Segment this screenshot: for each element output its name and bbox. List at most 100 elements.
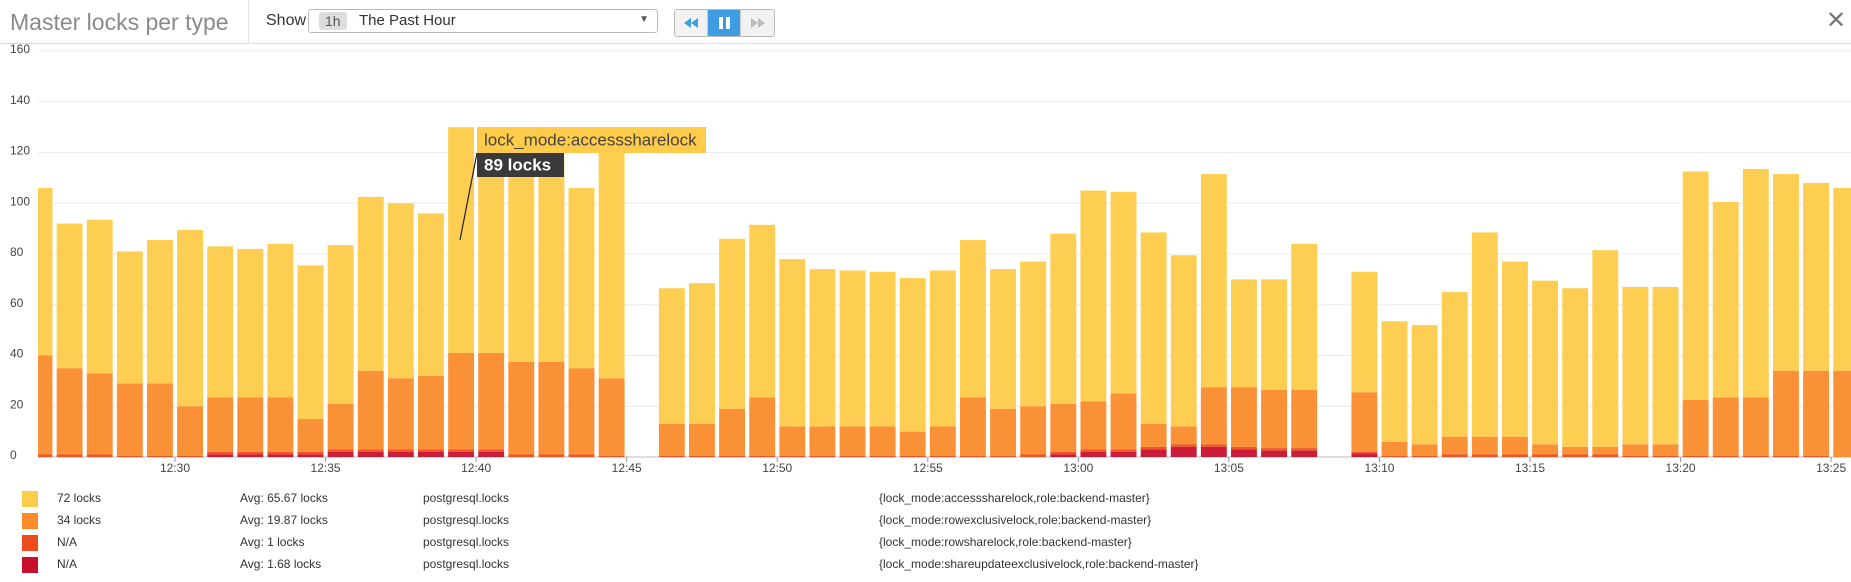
bar-segment xyxy=(1773,456,1799,457)
bar-segment xyxy=(1412,456,1438,457)
y-tick-label: 140 xyxy=(10,93,30,107)
legend-swatch xyxy=(22,513,38,529)
bar-segment xyxy=(569,454,595,457)
bar-segment xyxy=(418,213,444,375)
bar-segment xyxy=(1472,454,1498,457)
bar-segment xyxy=(267,452,293,455)
bar-segment xyxy=(779,456,805,457)
bar-segment xyxy=(1803,183,1829,371)
bars xyxy=(27,127,1851,457)
bar-segment xyxy=(1111,452,1137,457)
bar-segment xyxy=(689,283,715,424)
bar-segment xyxy=(1291,451,1317,457)
bar-segment xyxy=(960,456,986,457)
bar-segment xyxy=(1261,279,1287,389)
bar-segment xyxy=(1231,279,1257,387)
bar-segment xyxy=(1050,404,1076,452)
bar-segment xyxy=(659,288,685,424)
bar-segment xyxy=(1743,169,1769,397)
bar-segment xyxy=(87,220,113,374)
bar-segment xyxy=(418,449,444,452)
bar-segment xyxy=(388,449,414,452)
bar-segment xyxy=(1080,401,1106,449)
bar-segment xyxy=(57,454,83,457)
y-tick-label: 160 xyxy=(10,42,30,56)
bar-segment xyxy=(1653,287,1679,444)
bar-segment xyxy=(1683,400,1709,456)
y-tick-label: 60 xyxy=(10,296,24,310)
bar-segment xyxy=(1291,448,1317,451)
legend-avg: Avg: 1.68 locks xyxy=(240,557,321,571)
bar-segment xyxy=(1141,424,1167,447)
bar-segment xyxy=(117,383,143,455)
bar-segment xyxy=(508,454,534,457)
bar-segment xyxy=(117,456,143,457)
bar-segment xyxy=(1532,444,1558,454)
legend-name: {lock_mode:rowsharelock,role:backend-mas… xyxy=(879,535,1132,549)
legend-name: {lock_mode:shareupdateexclusivelock,role… xyxy=(879,557,1199,571)
bar-segment xyxy=(538,454,564,457)
legend-swatch xyxy=(22,535,38,551)
bar-segment xyxy=(1472,232,1498,436)
bar-segment xyxy=(1442,437,1468,455)
bar-segment xyxy=(1050,454,1076,457)
bar-segment xyxy=(1111,449,1137,452)
bar-segment xyxy=(1382,456,1408,457)
bar-segment xyxy=(418,452,444,457)
bar-segment xyxy=(237,454,263,457)
bar-segment xyxy=(809,427,835,456)
bar-segment xyxy=(328,245,354,404)
bar-segment xyxy=(1080,191,1106,402)
bar-segment xyxy=(1261,451,1287,457)
bar-segment xyxy=(1622,287,1648,444)
bar-segment xyxy=(298,265,324,419)
x-tick-label: 12:30 xyxy=(160,461,190,475)
legend-name: {lock_mode:rowexclusivelock,role:backend… xyxy=(879,513,1151,527)
bar-segment xyxy=(267,244,293,398)
bar-segment xyxy=(840,270,866,426)
bar-segment xyxy=(27,356,53,455)
bar-segment xyxy=(1592,250,1618,447)
x-tick-label: 13:15 xyxy=(1515,461,1545,475)
bar-segment xyxy=(328,404,354,450)
bar-segment xyxy=(569,188,595,368)
bar-segment xyxy=(1683,172,1709,400)
bar-segment xyxy=(1472,437,1498,455)
bar-segment xyxy=(298,419,324,452)
bar-segment xyxy=(1171,447,1197,457)
bar-segment xyxy=(870,427,896,456)
bar-segment xyxy=(1111,394,1137,450)
bar-segment xyxy=(448,353,474,449)
bar-segment xyxy=(207,454,233,457)
legend-metric: postgresql.locks xyxy=(423,557,509,571)
bar-segment xyxy=(809,269,835,426)
bar-segment xyxy=(1773,174,1799,371)
bar-segment xyxy=(1713,397,1739,455)
legend-metric: postgresql.locks xyxy=(423,535,509,549)
bar-segment xyxy=(388,452,414,457)
x-tick-label: 12:45 xyxy=(612,461,642,475)
bar-segment xyxy=(1502,262,1528,437)
bar-segment xyxy=(1653,444,1679,455)
bar-segment xyxy=(900,278,926,432)
bar-segment xyxy=(1351,392,1377,452)
bar-segment xyxy=(237,452,263,455)
bar-segment xyxy=(27,454,53,457)
bar-segment xyxy=(418,376,444,450)
bar-segment xyxy=(1562,447,1588,455)
bar-segment xyxy=(1833,188,1851,371)
bar-segment xyxy=(177,406,203,455)
legend-swatch xyxy=(22,491,38,507)
bar-segment xyxy=(659,424,685,456)
bar-segment xyxy=(538,362,564,455)
bar-segment xyxy=(719,409,745,456)
bar-segment xyxy=(659,456,685,457)
bar-segment xyxy=(749,456,775,457)
bar-segment xyxy=(1442,292,1468,437)
x-tick-label: 13:25 xyxy=(1816,461,1846,475)
bar-segment xyxy=(1442,454,1468,457)
bar-segment xyxy=(388,378,414,449)
bar-segment xyxy=(1291,244,1317,390)
